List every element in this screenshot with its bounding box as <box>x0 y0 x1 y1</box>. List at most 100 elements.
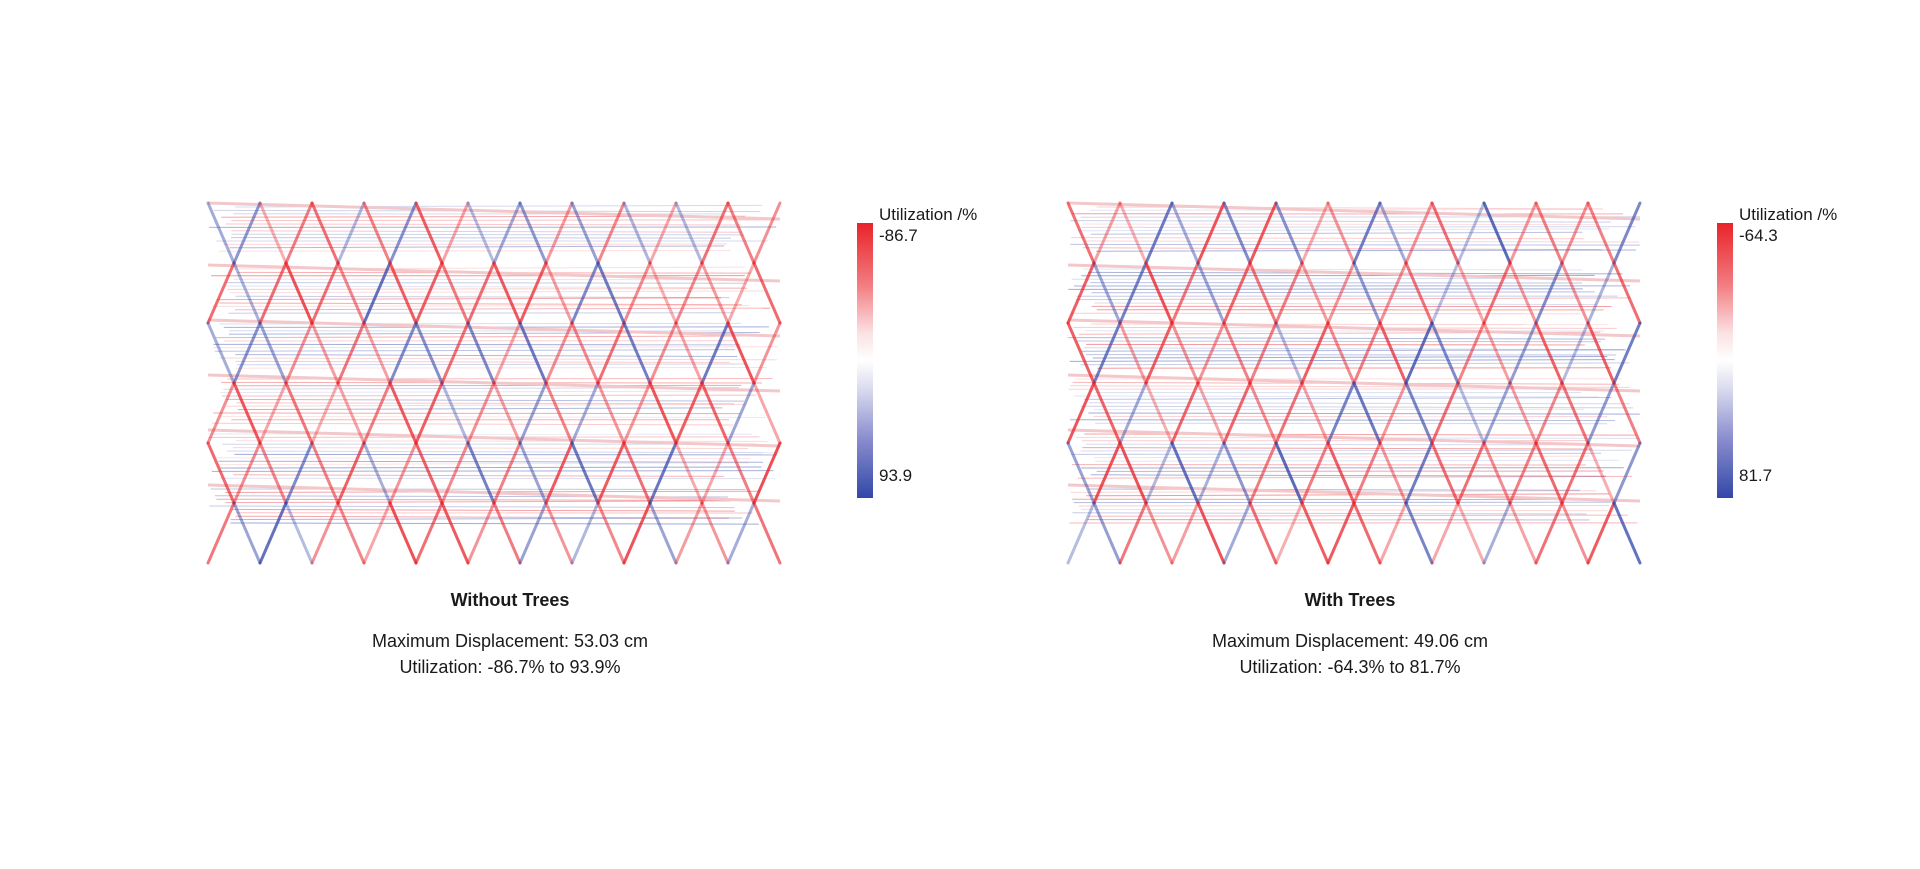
diagrid-member <box>1144 501 1174 565</box>
floor-beam-line <box>229 290 765 294</box>
diagrid-member <box>284 261 314 325</box>
diagrid-member <box>1612 441 1642 505</box>
floor-beam-line <box>1086 443 1597 446</box>
diagrid-member <box>1066 441 1096 505</box>
diagrid-member <box>1326 201 1356 265</box>
diagrid-member <box>336 201 366 265</box>
diagrid-member <box>1430 201 1460 265</box>
floor-beam-line <box>1081 349 1626 352</box>
floor-beam-line <box>1075 297 1631 301</box>
diagrid-member <box>570 441 600 505</box>
floor-beams <box>207 201 781 525</box>
floor-beam-line <box>1080 508 1608 512</box>
diagrid-member <box>1560 321 1590 385</box>
diagrid-member <box>1092 441 1122 505</box>
diagrid-member <box>752 501 782 565</box>
diagrid-member <box>284 501 314 565</box>
diagrid-member <box>596 441 626 505</box>
diagrid-member <box>388 381 418 445</box>
diagrid-member <box>1534 261 1564 325</box>
diagrid-member <box>284 201 314 265</box>
diagrid-member <box>648 501 678 565</box>
floor-beam-line <box>1071 312 1581 315</box>
diagrid-member <box>726 321 756 385</box>
diagrid-member <box>700 261 730 325</box>
diagrid-member <box>1612 501 1642 565</box>
diagrid-member <box>1222 381 1252 445</box>
diagrid-member <box>1378 381 1408 445</box>
floor-beam-line <box>212 305 750 307</box>
floor-beam-line <box>1080 362 1630 366</box>
floor-beam-line <box>231 237 732 239</box>
diagrid-member <box>440 201 470 265</box>
diagrid-member <box>596 261 626 325</box>
floor-beam-line <box>225 500 732 504</box>
diagrid-member <box>466 261 496 325</box>
floor-beam-line <box>1082 223 1596 226</box>
color-legend: Utilization /% -86.7 93.9 <box>857 205 1007 505</box>
diagrid-member <box>258 201 288 265</box>
floor-beam-line <box>1068 337 1606 340</box>
diagrid-member <box>1352 321 1382 385</box>
diagrid-member <box>1586 381 1616 445</box>
floor-beam-line <box>230 517 743 521</box>
diagrid-member <box>1482 201 1512 265</box>
diagrid-member <box>1196 261 1226 325</box>
diagrid-member <box>1534 321 1564 385</box>
diagrid-member <box>258 501 288 565</box>
diagrid-member <box>544 261 574 325</box>
diagrid-member <box>1352 201 1382 265</box>
diagrid-member <box>1300 321 1330 385</box>
diagrid-member <box>388 321 418 385</box>
diagrid-member <box>1118 441 1148 505</box>
diagrid-member <box>518 441 548 505</box>
legend-min-label: 81.7 <box>1739 466 1773 485</box>
floor-beam-line <box>232 508 735 512</box>
diagrid-member <box>674 321 704 385</box>
diagrid-member <box>1274 441 1304 505</box>
diagrid-member <box>1170 381 1200 445</box>
floor-beam-line <box>218 250 731 252</box>
diagrid-member <box>310 441 340 505</box>
diagrid-member <box>284 321 314 385</box>
diagrid-member <box>1222 321 1252 385</box>
diagrid-member <box>1326 381 1356 445</box>
diagrid-member <box>206 261 236 325</box>
diagrid-member <box>466 381 496 445</box>
utilization-heatmap-structure <box>206 201 782 565</box>
floor-beam-line <box>217 462 749 466</box>
diagrid-member <box>752 321 782 385</box>
diagrid-member <box>1456 261 1486 325</box>
diagrid-member <box>596 201 626 265</box>
diagrid-member <box>1222 261 1252 325</box>
diagrid-member <box>258 441 288 505</box>
diagrid-member <box>1222 441 1252 505</box>
diagrid-member <box>518 381 548 445</box>
legend-title: Utilization /% <box>1739 205 1838 224</box>
diagrid-member <box>1508 261 1538 325</box>
diagrid-member <box>1144 261 1174 325</box>
diagrid-member <box>1118 201 1148 265</box>
floor-beam-line <box>227 450 780 454</box>
diagrid-member <box>466 201 496 265</box>
floor-beam-line <box>1068 288 1583 290</box>
floor-beam-line <box>233 474 725 477</box>
floor-beam-line <box>235 515 729 519</box>
diagrid-member <box>1248 441 1278 505</box>
diagrid-member <box>336 261 366 325</box>
floor-slab-edge <box>1067 318 1641 338</box>
floor-beam-line <box>237 407 723 411</box>
diagrid-member <box>1456 201 1486 265</box>
diagrid-member <box>492 501 522 565</box>
diagrid-member <box>1508 201 1538 265</box>
diagrid-member <box>1066 501 1096 565</box>
diagrid-member <box>492 381 522 445</box>
diagrid-member <box>1586 501 1616 565</box>
diagrid-member <box>1560 441 1590 505</box>
diagrid-member <box>362 261 392 325</box>
diagrid-member <box>1404 201 1434 265</box>
diagrid-member <box>440 381 470 445</box>
floor-beam-line <box>225 285 747 289</box>
floor-beam-line <box>1069 359 1615 362</box>
floor-beam-line <box>220 390 780 394</box>
